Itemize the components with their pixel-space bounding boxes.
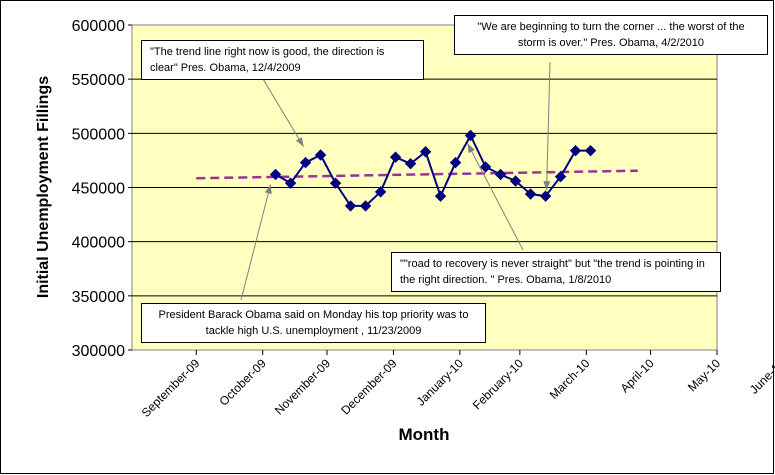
arrow-top-priority: [240, 184, 272, 301]
y-tick-label: 550000: [72, 72, 125, 89]
data-point: [344, 200, 357, 212]
data-point: [554, 170, 567, 183]
data-point: [479, 161, 492, 173]
data-point: [434, 190, 447, 202]
data-point: [404, 157, 417, 170]
annotation-top-priority: President Barack Obama said on Monday hi…: [141, 303, 486, 343]
data-point: [314, 149, 327, 161]
arrow-trend-line: [262, 78, 305, 147]
data-point: [584, 144, 597, 157]
data-point: [569, 144, 582, 157]
annotation-arrows: [240, 61, 551, 301]
data-point: [299, 156, 312, 169]
y-tick-label: 300000: [72, 343, 125, 360]
data-point: [269, 168, 282, 181]
arrow-road-to-recovery: [467, 143, 524, 251]
y-tick-label: 400000: [72, 235, 125, 252]
annotation-turn-the-corner: "We are beginning to turn the corner ...…: [454, 15, 768, 55]
data-point: [494, 168, 507, 181]
data-point: [359, 200, 372, 212]
data-point: [284, 177, 297, 189]
data-point: [419, 146, 432, 158]
y-tick-label: 600000: [72, 18, 125, 35]
data-point: [329, 177, 342, 189]
annotation-trend-line: "The trend line right now is good, the d…: [141, 40, 424, 80]
y-tick-label: 350000: [72, 289, 125, 306]
annotation-road-to-recovery: ""road to recovery is never straight" bu…: [391, 252, 721, 292]
data-point: [389, 151, 402, 163]
data-point: [374, 186, 387, 198]
x-axis-label: Month: [399, 425, 450, 444]
data-point: [509, 175, 522, 187]
data-point: [524, 188, 537, 200]
series-group: [269, 129, 597, 212]
data-point: [464, 129, 477, 142]
y-tick-label: 500000: [72, 126, 125, 143]
y-tick-label: 450000: [72, 181, 125, 198]
y-axis: 300000 350000 400000 450000 500000 550000 6000…: [72, 18, 132, 360]
data-point: [539, 190, 552, 202]
y-axis-label: Initial Unemployment Fillings: [35, 76, 52, 298]
arrow-turn-the-corner: [543, 61, 551, 191]
series-line: [275, 133, 591, 207]
data-point: [449, 156, 462, 169]
